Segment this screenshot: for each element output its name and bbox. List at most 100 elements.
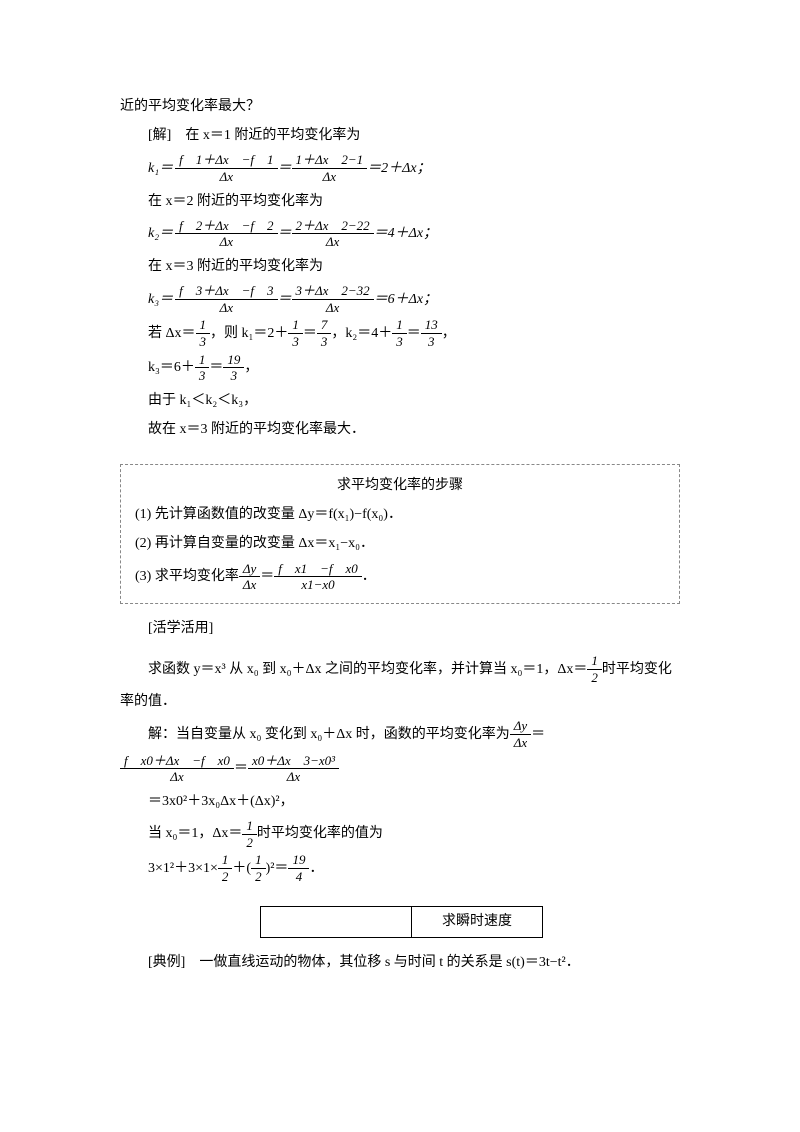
- if-frac5: 13 3: [421, 317, 442, 349]
- frac-num: f 3＋Δx −f 3: [175, 283, 277, 300]
- answer-line4: 3×1²＋3×1× 1 2 ＋ ( 1 2 ) ²＝ 19 4 ．: [120, 852, 680, 884]
- a3-pre: 3×1²＋3×1×: [148, 856, 218, 881]
- if-pre: 若 Δx＝: [148, 321, 196, 346]
- q-tail: 时平均变化: [602, 657, 672, 682]
- frac-den: Δx: [248, 769, 339, 785]
- k3v-frac2: 19 3: [223, 352, 244, 384]
- eq: ＝: [278, 156, 292, 181]
- frac-num: 1: [392, 317, 407, 334]
- frac-den: 3: [196, 334, 211, 350]
- k1-equation: k₁＝ f 1＋Δx −f 1 Δx ＝ 1＋Δx 2−1 Δx ＝2＋Δx；: [120, 152, 680, 184]
- if-tail: ，: [442, 321, 456, 346]
- if-frac2: 1 3: [288, 317, 303, 349]
- a3-frac1: 1 2: [218, 852, 233, 884]
- k2-tail: ＝4＋Δx；: [374, 221, 437, 246]
- frac-num: 2＋Δx 2−22: [292, 218, 374, 235]
- a3-sq: ²＝: [270, 856, 288, 881]
- k3-equation: k₃＝ f 3＋Δx −f 3 Δx ＝ 3＋Δx 2−32 Δx ＝6＋Δx；: [120, 283, 680, 315]
- if-frac1: 1 3: [196, 317, 211, 349]
- example-2: [典例] 一做直线运动的物体，其位移 s 与时间 t 的关系是 s(t)＝3t−…: [120, 950, 680, 975]
- answer-line3: 当 x₀＝1，Δx＝ 1 2 时平均变化率的值为: [120, 818, 680, 850]
- topic-box: 求瞬时速度: [260, 906, 543, 937]
- intro-line: 近的平均变化率最大？: [120, 94, 680, 119]
- step3-frac2: f x1 −f x0 x1−x0: [274, 561, 362, 593]
- eq: ＝: [260, 564, 274, 589]
- frac-num: 1: [251, 852, 266, 869]
- conclude-line: 故在 x＝3 附近的平均变化率最大．: [120, 417, 680, 442]
- frac-den: Δx: [175, 300, 277, 316]
- frac-num: f x0＋Δx −f x0: [120, 753, 234, 770]
- topic-left: [261, 907, 412, 936]
- frac-num: Δy: [510, 718, 531, 735]
- eq: ＝: [234, 756, 248, 781]
- frac-den: Δx: [292, 169, 368, 185]
- a3-frac3: 19 4: [288, 852, 309, 884]
- a3-frac2: 1 2: [251, 852, 266, 884]
- frac-num: 1: [196, 317, 211, 334]
- a-pre: 解：当自变量从 x₀ 变化到 x₀＋Δx 时，函数的平均变化率为: [148, 722, 510, 747]
- eq: ＝: [278, 287, 292, 312]
- k1-frac2: 1＋Δx 2−1 Δx: [292, 152, 368, 184]
- answer-line1b: f x0＋Δx −f x0 Δx ＝ x0＋Δx 3−x0³ Δx: [120, 753, 680, 785]
- q-tail2: 率的值．: [120, 689, 680, 714]
- a-frac2: f x0＋Δx −f x0 Δx: [120, 753, 234, 785]
- frac-den: 4: [288, 869, 309, 885]
- frac-den: 2: [242, 835, 257, 851]
- a-frac1: Δy Δx: [510, 718, 531, 750]
- a2-frac: 1 2: [242, 818, 257, 850]
- k2-lhs: k₂＝: [148, 221, 173, 246]
- practice-label: [活学活用]: [120, 616, 680, 641]
- box-title: 求平均变化率的步骤: [135, 473, 665, 498]
- frac-den: x1−x0: [274, 577, 362, 593]
- frac-num: 19: [223, 352, 244, 369]
- frac-den: Δx: [292, 234, 374, 250]
- step-2: (2) 再计算自变量的改变量 Δx＝x₁−x₀．: [135, 531, 665, 556]
- frac-num: 1＋Δx 2−1: [292, 152, 368, 169]
- frac-num: 19: [288, 852, 309, 869]
- step3-pre: (3) 求平均变化率: [135, 564, 239, 589]
- frac-num: 1: [195, 352, 210, 369]
- frac-num: 7: [317, 317, 332, 334]
- steps-box: 求平均变化率的步骤 (1) 先计算函数值的改变量 Δy＝f(x₁)−f(x₀)．…: [120, 464, 680, 604]
- k2-equation: k₂＝ f 2＋Δx −f 2 Δx ＝ 2＋Δx 2−22 Δx ＝4＋Δx；: [120, 218, 680, 250]
- k1-frac1: f 1＋Δx −f 1 Δx: [175, 152, 277, 184]
- frac-num: x0＋Δx 3−x0³: [248, 753, 339, 770]
- k3-tail: ＝6＋Δx；: [374, 287, 437, 312]
- frac-den: 2: [251, 869, 266, 885]
- plus: ＋: [232, 856, 246, 881]
- if-frac3: 7 3: [317, 317, 332, 349]
- q-pre: 求函数 y＝x³ 从 x₀ 到 x₀＋Δx 之间的平均变化率，并计算当 x₀＝1…: [148, 657, 587, 682]
- answer-line2: ＝3x0²＋3x₀Δx＋(Δx)²，: [120, 789, 680, 814]
- frac-num: 13: [421, 317, 442, 334]
- frac-den: Δx: [120, 769, 234, 785]
- topic-right: 求瞬时速度: [412, 907, 542, 936]
- frac-den: 3: [288, 334, 303, 350]
- if-frac4: 1 3: [392, 317, 407, 349]
- k3v-pre: k₃＝6＋: [148, 355, 195, 380]
- frac-den: Δx: [239, 577, 260, 593]
- text-x2: 在 x＝2 附近的平均变化率为: [120, 189, 680, 214]
- a2-tail: 时平均变化率的值为: [257, 821, 383, 846]
- k2-frac1: f 2＋Δx −f 2 Δx: [175, 218, 277, 250]
- step-1: (1) 先计算函数值的改变量 Δy＝f(x₁)−f(x₀)．: [135, 502, 665, 527]
- frac-den: 3: [223, 368, 244, 384]
- k3-frac1: f 3＋Δx −f 3 Δx: [175, 283, 277, 315]
- since-line: 由于 k₁＜k₂＜k₃，: [120, 388, 680, 413]
- k3-frac2: 3＋Δx 2−32 Δx: [292, 283, 374, 315]
- frac-den: 3: [195, 368, 210, 384]
- if-mid2: ，k₂＝4＋: [331, 321, 392, 346]
- step3-tail: ．: [362, 564, 376, 589]
- frac-den: 2: [587, 670, 602, 686]
- frac-num: 1: [242, 818, 257, 835]
- frac-den: Δx: [175, 234, 277, 250]
- if-mid1: ，则 k₁＝2＋: [210, 321, 288, 346]
- k3-lhs: k₃＝: [148, 287, 173, 312]
- k3v-tail: ，: [244, 355, 258, 380]
- a2-pre: 当 x₀＝1，Δx＝: [148, 821, 242, 846]
- k3v-frac1: 1 3: [195, 352, 210, 384]
- answer-line1: 解：当自变量从 x₀ 变化到 x₀＋Δx 时，函数的平均变化率为 Δy Δx ＝: [120, 718, 680, 750]
- frac-num: 1: [587, 653, 602, 670]
- frac-num: f x1 −f x0: [274, 561, 362, 578]
- eq: ＝: [209, 355, 223, 380]
- frac-num: f 1＋Δx −f 1: [175, 152, 277, 169]
